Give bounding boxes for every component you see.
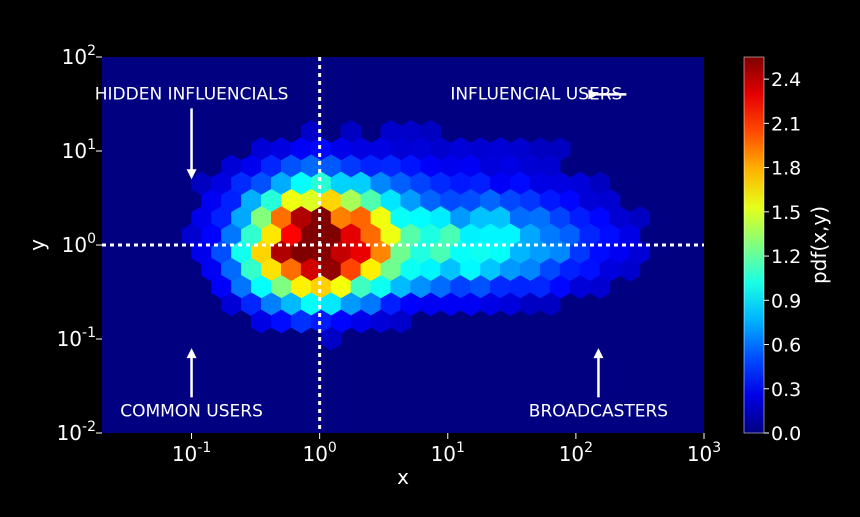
hexbin-cell xyxy=(320,326,342,351)
colorbar-tick-label: 1.8 xyxy=(771,158,801,180)
tick-label: 102 xyxy=(62,43,96,69)
colorbar-tick-label: 2.1 xyxy=(771,113,801,135)
tick-label: 101 xyxy=(62,137,96,163)
colorbar-tick-label: 2.4 xyxy=(771,69,801,91)
tick-label: 101 xyxy=(431,440,465,466)
colorbar-tick-label: 1.2 xyxy=(771,246,801,268)
y-axis: 10-2 10-1 100 101 102 xyxy=(57,43,102,445)
tick-label: 10-1 xyxy=(57,325,96,351)
hexbin-cell xyxy=(539,292,561,317)
hexbin-cell xyxy=(589,275,611,299)
tick-label: 100 xyxy=(302,440,336,466)
tick-label: 103 xyxy=(687,440,721,466)
tick-label: 100 xyxy=(62,231,96,257)
colorbar xyxy=(743,56,765,434)
annotation-arrow-head xyxy=(186,348,197,359)
tick-label: 102 xyxy=(559,440,593,466)
threshold-lines xyxy=(102,57,704,433)
tick-label: 10-1 xyxy=(172,440,211,466)
hexbin-cell xyxy=(390,309,412,334)
colorbar-tick-label: 0.6 xyxy=(771,335,801,357)
annotation-label: INFLUENCIAL USERS xyxy=(450,84,622,104)
colorbar-tick-label: 0.0 xyxy=(771,423,801,445)
tick-label: 10-2 xyxy=(57,419,96,445)
colorbar-tick-label: 1.5 xyxy=(771,202,801,224)
y-axis-label: y xyxy=(25,239,49,251)
colorbar-tick-label: 0.3 xyxy=(771,379,801,401)
hexbin-cell xyxy=(619,257,641,282)
colorbar-tick-label: 0.9 xyxy=(771,290,801,312)
annotation-label: HIDDEN INFLUENCIALS xyxy=(95,84,289,104)
annotation-arrow-head xyxy=(593,348,604,359)
hexbin-cells xyxy=(181,119,651,351)
x-axis-label: x xyxy=(397,465,409,489)
annotation-label: BROADCASTERS xyxy=(529,401,668,421)
colorbar-ticks: 0.0 0.3 0.6 0.9 1.2 1.5 1.8 2.1 2.4 xyxy=(764,69,801,445)
annotation-label: COMMON USERS xyxy=(120,401,263,421)
annotation-arrow-head xyxy=(186,169,197,180)
annotation-arrow-head xyxy=(588,89,599,100)
annotations: HIDDEN INFLUENCIALS INFLUENCIAL USERS COMM… xyxy=(95,84,668,421)
x-axis: 10-1 100 101 102 103 xyxy=(172,433,721,466)
colorbar-label: pdf(x,y) xyxy=(807,206,831,284)
